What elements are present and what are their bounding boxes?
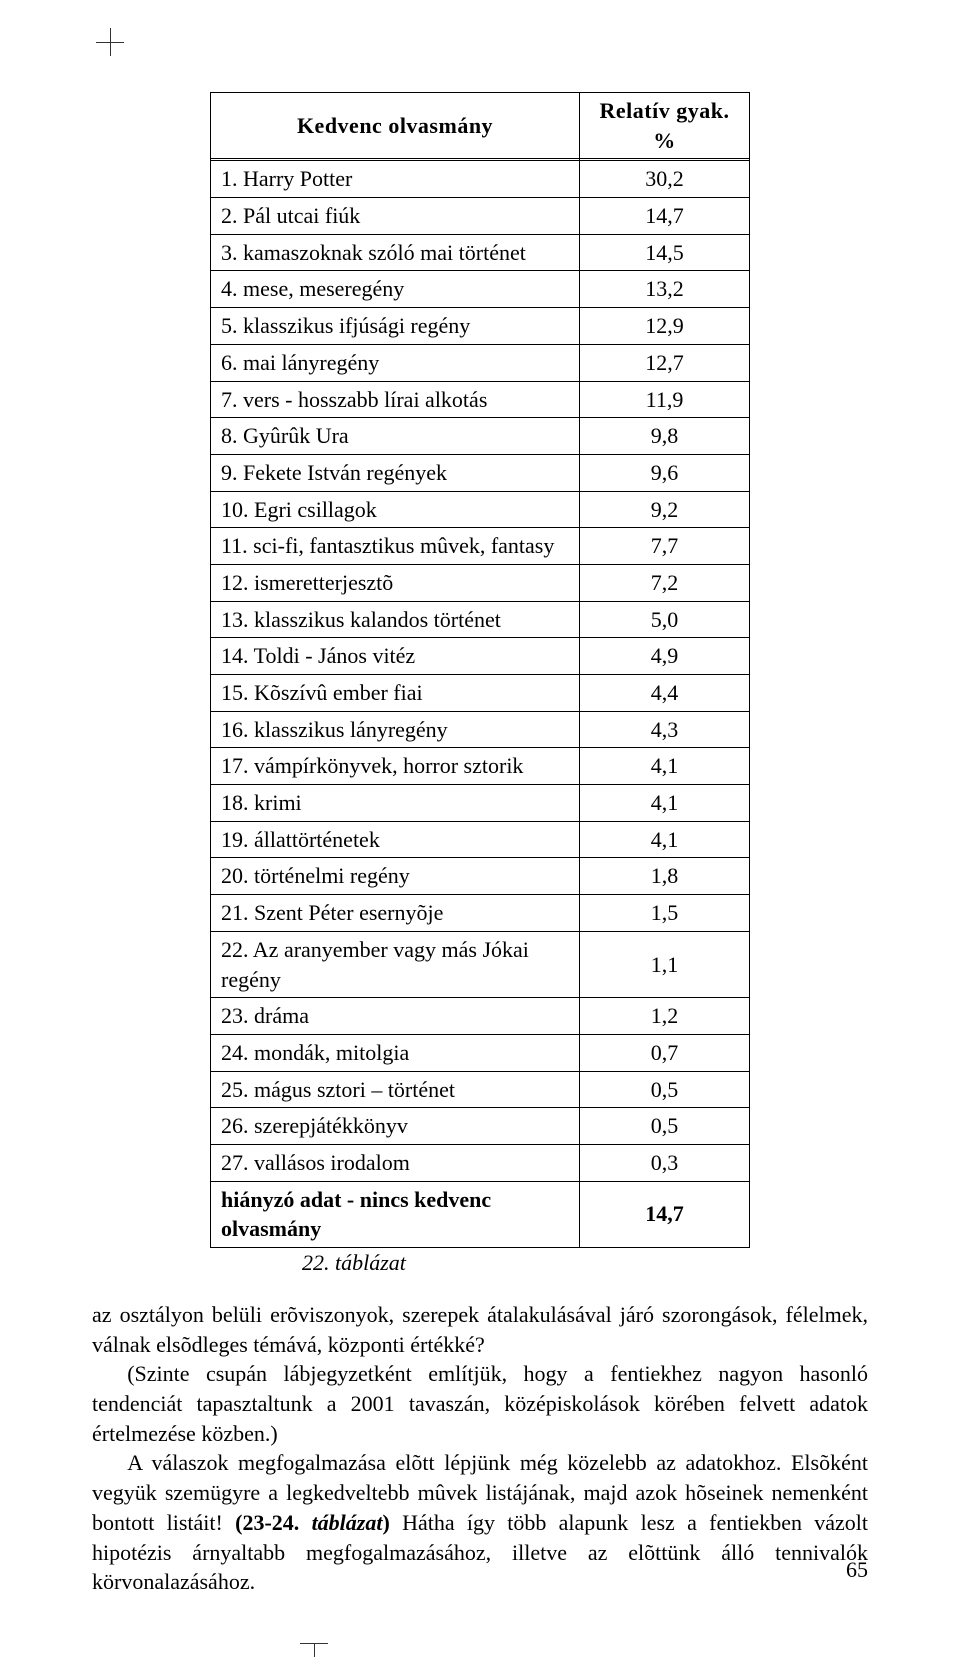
table-cell-value: 0,7: [580, 1034, 750, 1071]
table-cell-label: 27. vallásos irodalom: [211, 1144, 580, 1181]
table-row: 1. Harry Potter30,2: [211, 161, 750, 198]
table-cell-label: 14. Toldi - János vitéz: [211, 638, 580, 675]
table-row: 5. klasszikus ifjúsági regény12,9: [211, 308, 750, 345]
table-row: 13. klasszikus kalandos történet5,0: [211, 601, 750, 638]
table-cell-label: 9. Fekete István regények: [211, 454, 580, 491]
table-cell-label: 6. mai lányregény: [211, 344, 580, 381]
table-cell-value: 4,4: [580, 675, 750, 712]
paragraph-1: az osztályon belüli erõviszonyok, szerep…: [92, 1300, 868, 1359]
table-cell-value: 4,1: [580, 821, 750, 858]
table-row: 7. vers - hosszabb lírai alkotás11,9: [211, 381, 750, 418]
table-row: 24. mondák, mitolgia0,7: [211, 1034, 750, 1071]
table-cell-label: 23. dráma: [211, 998, 580, 1035]
table-cell-label: 2. Pál utcai fiúk: [211, 198, 580, 235]
table-cell-value: 4,1: [580, 785, 750, 822]
table-cell-label: 7. vers - hosszabb lírai alkotás: [211, 381, 580, 418]
paragraph-2: (Szinte csupán lábjegyzetként említjük, …: [92, 1359, 868, 1448]
p3-bolditalic: táblázat: [312, 1510, 383, 1535]
table-cell-value: 11,9: [580, 381, 750, 418]
table-cell-value: 0,5: [580, 1071, 750, 1108]
table-cell-value: 1,2: [580, 998, 750, 1035]
table-cell-value: 1,8: [580, 858, 750, 895]
table-cell-value: 14,5: [580, 234, 750, 271]
table-header-col2: Relatív gyak. %: [580, 93, 750, 159]
table-cell-label: 20. történelmi regény: [211, 858, 580, 895]
table-cell-label: 26. szerepjátékkönyv: [211, 1108, 580, 1145]
table-row: 12. ismeretterjesztõ7,2: [211, 564, 750, 601]
table-row: 22. Az aranyember vagy más Jókai regény1…: [211, 931, 750, 997]
table-header-col1: Kedvenc olvasmány: [211, 93, 580, 159]
crop-mark-bottom: [300, 1629, 328, 1657]
table-row: 18. krimi4,1: [211, 785, 750, 822]
table-row: 27. vallásos irodalom0,3: [211, 1144, 750, 1181]
table-cell-value: 0,5: [580, 1108, 750, 1145]
table-cell-value: 30,2: [580, 161, 750, 198]
table-container: Kedvenc olvasmány Relatív gyak. % 1. Har…: [92, 92, 868, 1248]
table-cell-label: 21. Szent Péter esernyõje: [211, 895, 580, 932]
table-row: 9. Fekete István regények9,6: [211, 454, 750, 491]
table-cell-label: 1. Harry Potter: [211, 161, 580, 198]
table-cell-label: 13. klasszikus kalandos történet: [211, 601, 580, 638]
table-cell-value: 4,9: [580, 638, 750, 675]
table-cell-value: 7,7: [580, 528, 750, 565]
table-row: 21. Szent Péter esernyõje1,5: [211, 895, 750, 932]
p3-bold2: ): [382, 1510, 389, 1535]
table-cell-label: 11. sci-fi, fantasztikus mûvek, fantasy: [211, 528, 580, 565]
table-caption: 22. táblázat: [302, 1250, 868, 1276]
table-row: 11. sci-fi, fantasztikus mûvek, fantasy7…: [211, 528, 750, 565]
table-cell-value: 13,2: [580, 271, 750, 308]
table-row: 26. szerepjátékkönyv0,5: [211, 1108, 750, 1145]
table-cell-label: 5. klasszikus ifjúsági regény: [211, 308, 580, 345]
paragraph-3: A válaszok megfogalmazása elõtt lépjünk …: [92, 1448, 868, 1596]
table-row: 8. Gyûrûk Ura9,8: [211, 418, 750, 455]
table-cell-value: 4,1: [580, 748, 750, 785]
table-cell-value: 9,8: [580, 418, 750, 455]
table-cell-value: 9,2: [580, 491, 750, 528]
table-cell-value: 0,3: [580, 1144, 750, 1181]
table-cell-label: 19. állattörténetek: [211, 821, 580, 858]
table-row: 25. mágus sztori – történet0,5: [211, 1071, 750, 1108]
table-row: 23. dráma1,2: [211, 998, 750, 1035]
table-cell-label: 4. mese, meseregény: [211, 271, 580, 308]
table-cell-label: 24. mondák, mitolgia: [211, 1034, 580, 1071]
table-row: 2. Pál utcai fiúk14,7: [211, 198, 750, 235]
table-cell-label: 12. ismeretterjesztõ: [211, 564, 580, 601]
table-cell-value: 1,1: [580, 931, 750, 997]
table-cell-label: 10. Egri csillagok: [211, 491, 580, 528]
table-summary-value: 14,7: [580, 1181, 750, 1247]
table-cell-label: 16. klasszikus lányregény: [211, 711, 580, 748]
table-row: 17. vámpírkönyvek, horror sztorik4,1: [211, 748, 750, 785]
page-number: 65: [846, 1557, 868, 1583]
table-cell-label: 17. vámpírkönyvek, horror sztorik: [211, 748, 580, 785]
table-cell-value: 12,9: [580, 308, 750, 345]
table-row: 16. klasszikus lányregény4,3: [211, 711, 750, 748]
table-cell-label: 18. krimi: [211, 785, 580, 822]
table-cell-label: 25. mágus sztori – történet: [211, 1071, 580, 1108]
crop-mark-top-left: [96, 28, 124, 56]
table-row: 19. állattörténetek4,1: [211, 821, 750, 858]
table-cell-value: 14,7: [580, 198, 750, 235]
table-cell-value: 9,6: [580, 454, 750, 491]
favorite-readings-table: Kedvenc olvasmány Relatív gyak. % 1. Har…: [210, 92, 750, 1248]
table-cell-value: 4,3: [580, 711, 750, 748]
table-cell-value: 5,0: [580, 601, 750, 638]
table-row: 3. kamaszoknak szóló mai történet14,5: [211, 234, 750, 271]
table-row: 20. történelmi regény1,8: [211, 858, 750, 895]
p3-bold: (23-24.: [235, 1510, 311, 1535]
table-summary-row: hiányzó adat - nincs kedvenc olvasmány14…: [211, 1181, 750, 1247]
table-row: 14. Toldi - János vitéz4,9: [211, 638, 750, 675]
table-row: 10. Egri csillagok9,2: [211, 491, 750, 528]
table-cell-label: 3. kamaszoknak szóló mai történet: [211, 234, 580, 271]
table-row: 15. Kõszívû ember fiai4,4: [211, 675, 750, 712]
table-cell-value: 7,2: [580, 564, 750, 601]
table-cell-label: 8. Gyûrûk Ura: [211, 418, 580, 455]
table-summary-label: hiányzó adat - nincs kedvenc olvasmány: [211, 1181, 580, 1247]
table-cell-value: 1,5: [580, 895, 750, 932]
table-cell-label: 22. Az aranyember vagy más Jókai regény: [211, 931, 580, 997]
body-text: az osztályon belüli erõviszonyok, szerep…: [92, 1300, 868, 1597]
table-cell-value: 12,7: [580, 344, 750, 381]
table-cell-label: 15. Kõszívû ember fiai: [211, 675, 580, 712]
table-row: 4. mese, meseregény13,2: [211, 271, 750, 308]
table-row: 6. mai lányregény12,7: [211, 344, 750, 381]
